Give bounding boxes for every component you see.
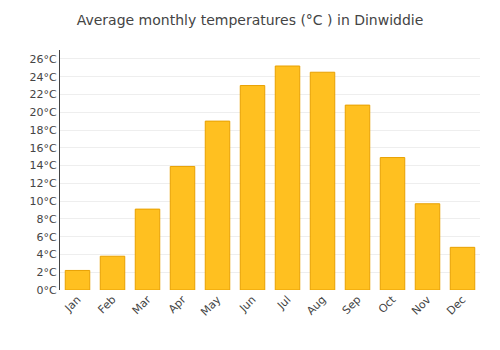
svg-text:Oct: Oct	[376, 293, 399, 316]
svg-text:Aug: Aug	[304, 293, 328, 317]
svg-text:0°C: 0°C	[37, 284, 57, 297]
svg-text:Sep: Sep	[340, 293, 364, 317]
svg-text:20°C: 20°C	[30, 106, 57, 119]
svg-text:22°C: 22°C	[30, 88, 57, 101]
svg-text:26°C: 26°C	[30, 53, 57, 66]
svg-text:12°C: 12°C	[30, 177, 57, 190]
svg-text:4°C: 4°C	[37, 248, 57, 261]
svg-text:16°C: 16°C	[30, 142, 57, 155]
svg-text:14°C: 14°C	[30, 159, 57, 172]
svg-text:Jan: Jan	[62, 293, 84, 315]
svg-text:May: May	[198, 293, 224, 319]
svg-text:Mar: Mar	[130, 293, 154, 317]
svg-text:18°C: 18°C	[30, 124, 57, 137]
svg-text:Apr: Apr	[166, 293, 189, 316]
svg-text:Average monthly temperatures (: Average monthly temperatures (°C ) in Di…	[77, 12, 424, 28]
svg-text:Nov: Nov	[409, 293, 434, 318]
svg-text:24°C: 24°C	[30, 71, 57, 84]
svg-text:Feb: Feb	[96, 293, 119, 316]
svg-text:10°C: 10°C	[30, 195, 57, 208]
svg-text:Jul: Jul	[274, 293, 293, 312]
svg-text:Jun: Jun	[236, 293, 258, 315]
svg-text:Dec: Dec	[444, 293, 468, 317]
svg-text:2°C: 2°C	[37, 266, 57, 279]
svg-text:6°C: 6°C	[37, 231, 57, 244]
svg-text:8°C: 8°C	[37, 213, 57, 226]
